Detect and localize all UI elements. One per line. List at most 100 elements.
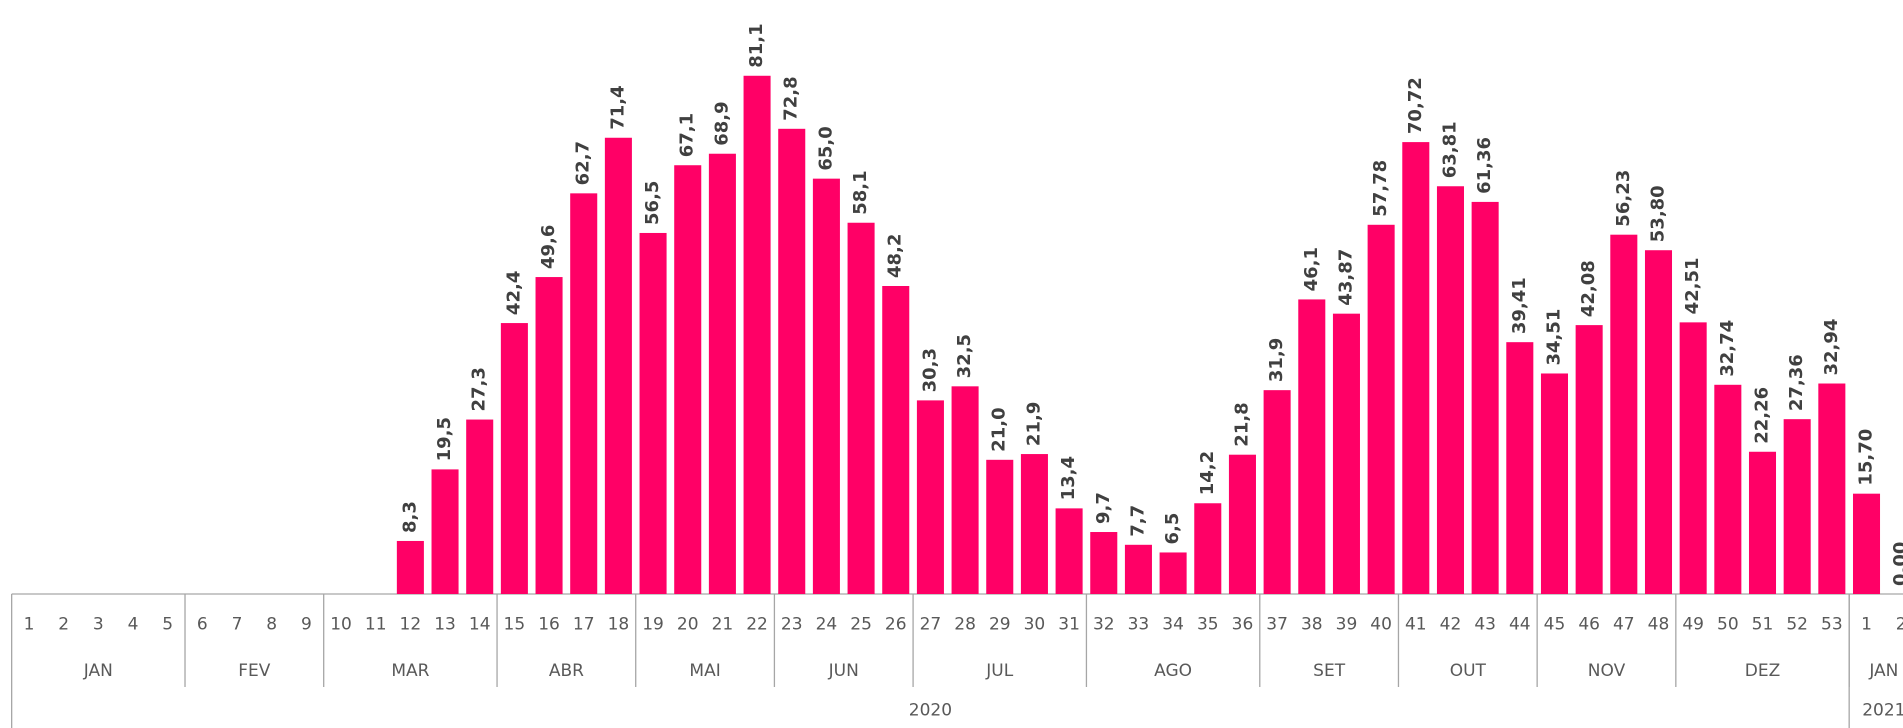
x-tick-label: 38 <box>1301 615 1323 635</box>
value-label: 27,3 <box>469 367 490 411</box>
x-tick-label: 42 <box>1440 615 1462 635</box>
x-tick-label: 21 <box>712 615 734 635</box>
value-label: 42,4 <box>503 271 524 315</box>
bar <box>1194 503 1222 594</box>
value-label: 68,9 <box>711 101 732 145</box>
x-tick-label: 40 <box>1370 615 1392 635</box>
value-label: 0,00 <box>1890 542 1903 586</box>
x-tick-label: 6 <box>197 615 208 635</box>
month-label: JUL <box>985 661 1013 681</box>
x-tick-label: 44 <box>1509 615 1531 635</box>
x-tick-label: 37 <box>1266 615 1288 635</box>
x-tick-label: 15 <box>504 615 526 635</box>
month-label: NOV <box>1588 661 1626 681</box>
bar <box>604 137 632 594</box>
bar <box>1818 383 1846 594</box>
x-tick-label: 1 <box>1861 615 1872 635</box>
x-tick-label: 47 <box>1613 615 1635 635</box>
value-label: 8,3 <box>399 501 420 533</box>
value-label: 21,8 <box>1231 402 1252 446</box>
bar <box>431 469 459 594</box>
value-label: 49,6 <box>538 225 559 269</box>
value-label: 6,5 <box>1162 513 1183 545</box>
bar <box>1644 250 1673 594</box>
x-tick-label: 32 <box>1093 615 1115 635</box>
bar <box>1020 454 1048 594</box>
bar <box>916 400 944 594</box>
x-tick-label: 9 <box>301 615 312 635</box>
x-tick-label: 16 <box>538 615 560 635</box>
bar <box>778 128 806 595</box>
value-label: 32,5 <box>954 334 975 378</box>
bar <box>1436 186 1464 595</box>
year-label: 2021 <box>1862 701 1903 721</box>
value-label: 19,5 <box>434 417 455 461</box>
bar <box>986 459 1014 594</box>
month-label: JAN <box>1868 661 1898 681</box>
bar <box>1367 224 1395 594</box>
bar <box>1852 493 1881 594</box>
value-label: 81,1 <box>746 23 767 67</box>
x-tick-label: 27 <box>920 615 942 635</box>
x-tick-label: 46 <box>1578 615 1600 635</box>
x-tick-label: 52 <box>1786 615 1808 635</box>
month-label: DEZ <box>1745 661 1780 681</box>
value-label: 32,94 <box>1821 319 1842 376</box>
bar <box>1263 390 1291 594</box>
x-tick-label: 49 <box>1682 615 1704 635</box>
value-label: 65,0 <box>815 126 836 170</box>
bar <box>639 232 667 594</box>
bar <box>1575 325 1603 594</box>
bar <box>812 178 840 594</box>
bar <box>1159 552 1187 594</box>
value-label: 53,80 <box>1647 185 1668 242</box>
x-tick-label: 25 <box>850 615 872 635</box>
bar <box>1402 142 1430 595</box>
value-label: 13,4 <box>1058 456 1079 500</box>
x-tick-label: 14 <box>469 615 491 635</box>
month-label: JUN <box>828 661 859 681</box>
bar <box>1540 373 1569 594</box>
bar <box>1679 322 1707 594</box>
bar <box>1610 234 1638 594</box>
bar <box>1506 342 1534 594</box>
x-tick-label: 48 <box>1648 615 1670 635</box>
x-tick-label: 20 <box>677 615 699 635</box>
value-label: 31,9 <box>1266 338 1287 382</box>
x-tick-label: 13 <box>434 615 456 635</box>
bar <box>951 386 979 594</box>
bar <box>1748 451 1777 594</box>
x-tick-label: 19 <box>642 615 664 635</box>
value-label: 57,78 <box>1370 160 1391 217</box>
year-label: 2020 <box>909 701 952 721</box>
x-tick-label: 34 <box>1162 615 1184 635</box>
bar <box>674 165 702 594</box>
x-tick-label: 45 <box>1544 615 1566 635</box>
value-label: 32,74 <box>1717 320 1738 377</box>
value-label: 39,41 <box>1509 277 1530 334</box>
month-label: JAN <box>83 661 113 681</box>
value-label: 71,4 <box>607 85 628 129</box>
x-tick-label: 3 <box>93 615 104 635</box>
x-tick-label: 2 <box>1896 615 1903 635</box>
value-label: 30,3 <box>919 348 940 392</box>
value-label: 9,7 <box>1093 492 1114 524</box>
x-tick-label: 35 <box>1197 615 1219 635</box>
value-label: 48,2 <box>885 234 906 278</box>
x-tick-label: 1 <box>24 615 35 635</box>
value-label: 21,9 <box>1023 402 1044 446</box>
x-tick-label: 23 <box>781 615 803 635</box>
x-tick-label: 12 <box>400 615 422 635</box>
x-tick-label: 51 <box>1752 615 1774 635</box>
value-label: 70,72 <box>1405 77 1426 134</box>
value-label: 42,51 <box>1682 257 1703 314</box>
month-label: FEV <box>238 661 271 681</box>
bar <box>1783 419 1811 594</box>
x-tick-label: 39 <box>1336 615 1358 635</box>
value-label: 14,2 <box>1197 451 1218 495</box>
x-tick-label: 11 <box>365 615 387 635</box>
value-label: 58,1 <box>850 170 871 214</box>
bar <box>570 193 598 595</box>
